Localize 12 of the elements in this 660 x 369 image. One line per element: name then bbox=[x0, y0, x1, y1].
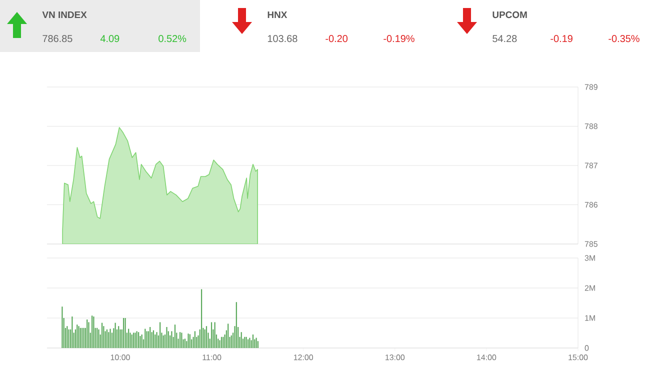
data-label: -0.19% bbox=[384, 35, 414, 42]
data-label: 0.52% bbox=[158, 35, 186, 42]
data-label: 103.68 bbox=[268, 35, 298, 42]
data-label: 4.09 bbox=[100, 35, 120, 42]
data-label: -0.20 bbox=[326, 35, 348, 42]
text: VN INDEX bbox=[42, 11, 87, 18]
data-label: -0.35% bbox=[608, 35, 640, 42]
data-label: 54.28 bbox=[492, 35, 517, 42]
text: HNX bbox=[268, 11, 288, 18]
data-label: 786.85 bbox=[42, 35, 72, 42]
data-label: -0.19 bbox=[550, 35, 572, 42]
text: UPCOM bbox=[492, 11, 527, 18]
